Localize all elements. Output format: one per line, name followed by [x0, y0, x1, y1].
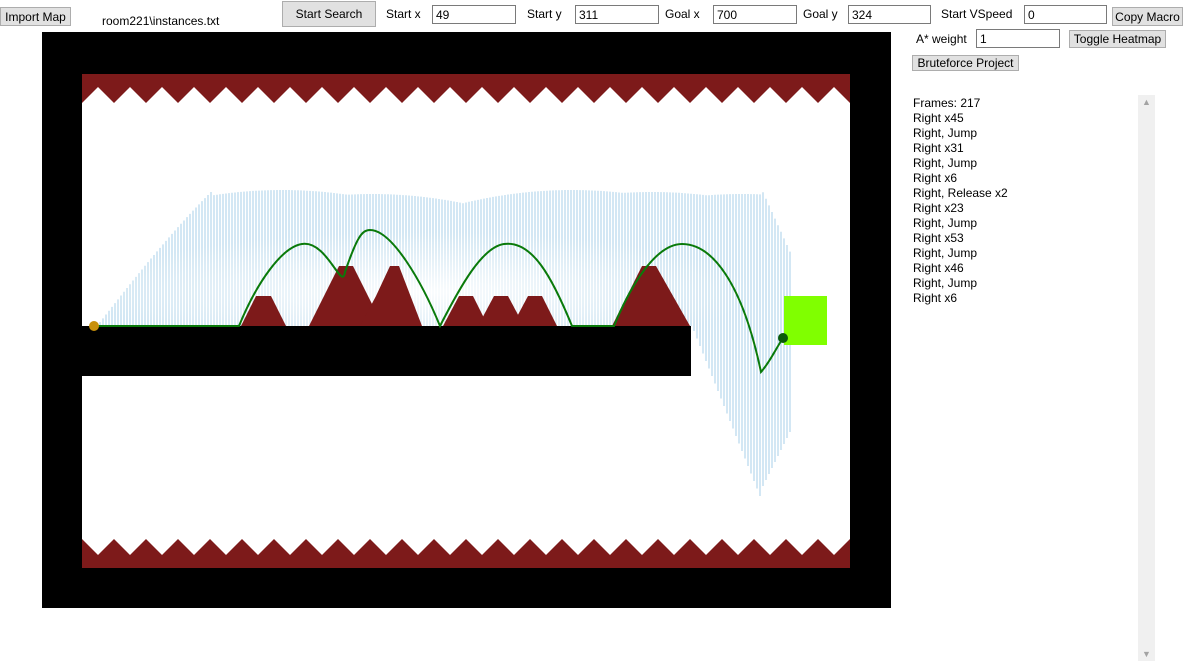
output-scrollbar[interactable]: ▲ ▼ [1138, 95, 1155, 661]
bruteforce-project-button[interactable]: Bruteforce Project [912, 55, 1019, 71]
ceiling-spikes [82, 74, 850, 103]
macro-output-list: Frames: 217 Right x45 Right, Jump Right x31… [913, 96, 1008, 306]
scroll-up-arrow-icon[interactable]: ▲ [1142, 97, 1151, 107]
goal-y-label: Goal y [803, 7, 838, 21]
output-line: Right x31 [913, 141, 964, 155]
start-marker [89, 321, 99, 331]
toggle-heatmap-button[interactable]: Toggle Heatmap [1069, 30, 1166, 48]
start-vspeed-label: Start VSpeed [941, 7, 1013, 21]
start-search-button[interactable]: Start Search [282, 1, 376, 27]
output-line: Right, Jump [913, 126, 978, 140]
import-map-button[interactable]: Import Map [0, 7, 71, 26]
start-y-input[interactable] [575, 5, 659, 24]
goal-x-input[interactable] [713, 5, 797, 24]
output-line: Right x45 [913, 111, 964, 125]
map-canvas[interactable] [42, 32, 891, 608]
solution-path [94, 228, 784, 375]
goal-x-label: Goal x [665, 7, 700, 21]
output-line: Right, Jump [913, 156, 978, 170]
end-marker [778, 333, 788, 343]
start-y-label: Start y [527, 7, 562, 21]
output-line: Frames: 217 [913, 96, 981, 110]
file-path-label: room221\instances.txt [102, 14, 220, 28]
output-line: Right, Jump [913, 276, 978, 290]
output-line: Right x6 [913, 291, 958, 305]
astar-weight-label: A* weight [916, 32, 967, 46]
output-line: Right, Jump [913, 246, 978, 260]
goal-y-input[interactable] [848, 5, 931, 24]
output-line: Right x46 [913, 261, 964, 275]
start-x-input[interactable] [432, 5, 516, 24]
astar-weight-input[interactable] [976, 29, 1060, 48]
platform-ledge [82, 326, 691, 376]
output-line: Right, Jump [913, 216, 978, 230]
scroll-down-arrow-icon[interactable]: ▼ [1142, 649, 1151, 659]
output-line: Right x53 [913, 231, 964, 245]
start-x-label: Start x [386, 7, 421, 21]
start-vspeed-input[interactable] [1024, 5, 1107, 24]
output-line: Right, Release x2 [913, 186, 1008, 200]
copy-macro-button[interactable]: Copy Macro [1112, 7, 1183, 26]
floor-spikes [82, 539, 850, 568]
goal-zone [784, 296, 827, 345]
ledge-spikes [241, 266, 690, 326]
output-line: Right x23 [913, 201, 964, 215]
output-line: Right x6 [913, 171, 958, 185]
